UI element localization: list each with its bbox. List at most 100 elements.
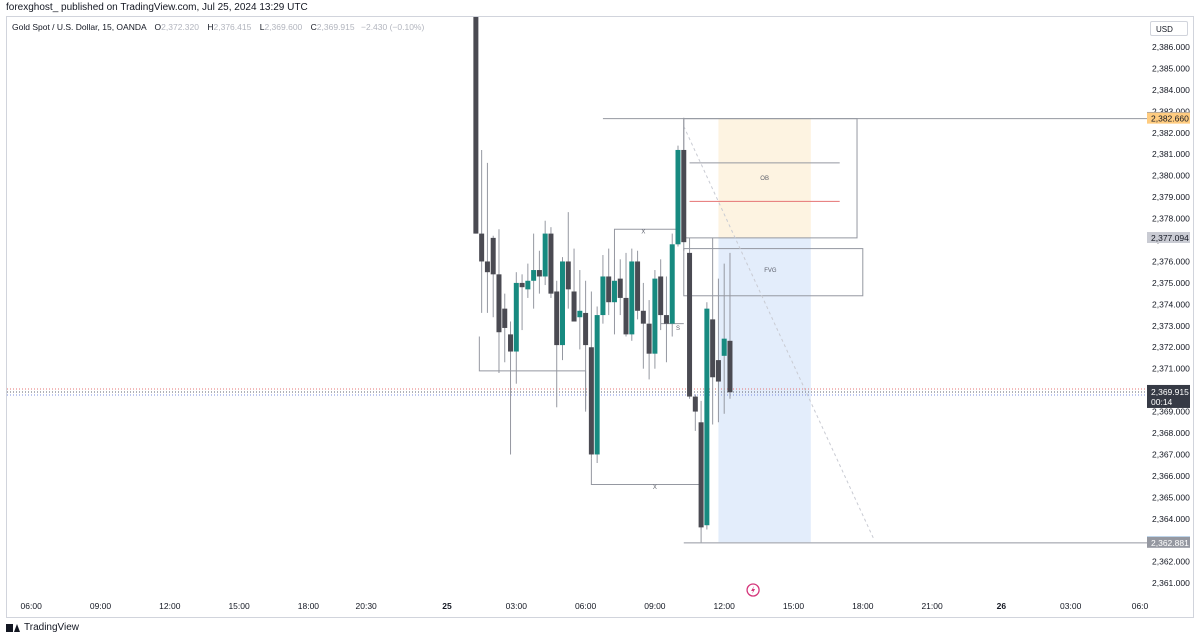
- tradingview-logo-icon[interactable]: [6, 623, 20, 633]
- x-label-bottom: X: [653, 485, 657, 491]
- candle-down: [658, 276, 664, 316]
- candle-up: [652, 278, 658, 354]
- candle-down: [519, 282, 525, 288]
- y-tick-label: 2,369.000: [1152, 407, 1190, 417]
- y-tick-label: 2,386.000: [1152, 42, 1190, 52]
- candle-down: [681, 149, 687, 243]
- x-tick-label: 06:0: [1132, 601, 1149, 611]
- x-level-bottom-line: [590, 458, 702, 530]
- price-tag-bg: [1147, 112, 1190, 124]
- low-label: L: [259, 22, 265, 32]
- ob-label: OB: [760, 176, 769, 182]
- candle-down: [715, 360, 721, 382]
- x-tick-label: 20:30: [356, 601, 378, 611]
- publisher-caption: forexghost_ published on TradingView.com…: [6, 2, 308, 13]
- y-tick-label: 2,378.000: [1152, 214, 1190, 224]
- y-tick-label: 2,362.000: [1152, 557, 1190, 567]
- open-label: O: [154, 22, 162, 32]
- change-value: −2.430 (−0.10%): [361, 22, 425, 32]
- open-value: 2,372.320: [161, 22, 199, 32]
- candle-up: [629, 261, 635, 335]
- candle-down: [606, 276, 612, 303]
- x-tick-label: 03:00: [1060, 601, 1082, 611]
- high-label: H: [207, 22, 214, 32]
- candle-down: [571, 291, 577, 322]
- y-tick-label: 2,382.000: [1152, 128, 1190, 138]
- x-tick-label: 15:00: [228, 601, 250, 611]
- x-tick-label: 18:00: [852, 601, 874, 611]
- candle-down: [646, 323, 652, 354]
- s-label: S: [676, 326, 680, 332]
- close-label: C: [310, 22, 317, 32]
- brand-name[interactable]: TradingView: [24, 622, 80, 633]
- price-tag-label: 2,382.660: [1151, 114, 1189, 124]
- y-tick-label: 2,368.000: [1152, 428, 1190, 438]
- symbol-title[interactable]: Gold Spot / U.S. Dollar, 15, OANDA: [12, 22, 147, 32]
- x-tick-label: 15:00: [783, 601, 805, 611]
- fvg-box: [683, 248, 864, 297]
- x-label-top: X: [641, 230, 645, 236]
- candle-up: [525, 280, 531, 290]
- x-tick-label: 26: [997, 601, 1007, 611]
- candle-down: [663, 315, 669, 324]
- low-value: 2,369.600: [264, 22, 303, 32]
- x-tick-label: 12:00: [159, 601, 181, 611]
- x-tick-label: 18:00: [298, 601, 320, 611]
- candle-down: [698, 422, 704, 528]
- candle-up: [611, 280, 617, 303]
- price-tag: 2,377.094: [1147, 232, 1190, 244]
- close-value: 2,369.915: [316, 22, 355, 32]
- x-tick-label: 06:00: [21, 601, 43, 611]
- candle-up: [542, 233, 548, 277]
- y-tick-label: 2,384.000: [1152, 85, 1190, 95]
- chart-frame: [6, 16, 1194, 618]
- candle-down: [484, 261, 490, 273]
- current-price-tag-bg: [1147, 384, 1190, 408]
- y-tick-label: 2,365.000: [1152, 492, 1190, 502]
- y-tick-label: 2,375.000: [1152, 278, 1190, 288]
- y-tick-label: 2,367.000: [1152, 449, 1190, 459]
- candle-down: [687, 252, 693, 397]
- countdown-timer: 00:14: [1151, 397, 1173, 407]
- price-tag-bg: [1147, 536, 1190, 548]
- y-tick-label: 2,366.000: [1152, 471, 1190, 481]
- price-tag: 2,362.881: [1147, 536, 1190, 548]
- candle-down: [623, 297, 629, 335]
- current-price-value: 2,369.915: [1151, 387, 1189, 397]
- y-tick-label: 2,364.000: [1152, 514, 1190, 524]
- candle-up: [531, 270, 537, 281]
- candle-down: [617, 278, 623, 298]
- candle-down: [536, 270, 542, 277]
- candle-down: [640, 310, 646, 324]
- y-tick-label: 2,371.000: [1152, 364, 1190, 374]
- x-tick-label: 09:00: [90, 601, 112, 611]
- candle-down: [502, 308, 508, 328]
- x-level-top-line: [613, 228, 678, 303]
- y-tick-label: 2,383.000: [1152, 106, 1190, 116]
- y-tick-label: 2,374.000: [1152, 299, 1190, 309]
- footer: TradingView: [6, 622, 79, 633]
- range-line-left: [478, 336, 587, 410]
- candle-up: [669, 244, 675, 324]
- y-tick-label: 2,376.000: [1152, 256, 1190, 266]
- lightning-bolt: [751, 586, 756, 594]
- candle-down: [490, 237, 496, 275]
- candle-down: [565, 261, 571, 290]
- x-tick-label: 06:00: [575, 601, 597, 611]
- fvg-zone: [718, 237, 811, 543]
- candle-down: [508, 334, 514, 352]
- x-tick-label: 09:00: [644, 601, 666, 611]
- candle-down: [692, 396, 698, 412]
- candle-up: [721, 338, 727, 356]
- candle-up: [675, 149, 681, 245]
- y-tick-label: 2,373.000: [1152, 321, 1190, 331]
- y-tick-label: 2,361.000: [1152, 578, 1190, 588]
- high-value: 2,376.415: [213, 22, 252, 32]
- candle-up: [704, 308, 710, 526]
- candle-down: [554, 291, 560, 346]
- price-tag-label: 2,377.094: [1151, 233, 1189, 243]
- candle-down: [727, 340, 733, 393]
- currency-button[interactable]: USD: [1150, 21, 1188, 36]
- x-tick-label: 25: [442, 601, 452, 611]
